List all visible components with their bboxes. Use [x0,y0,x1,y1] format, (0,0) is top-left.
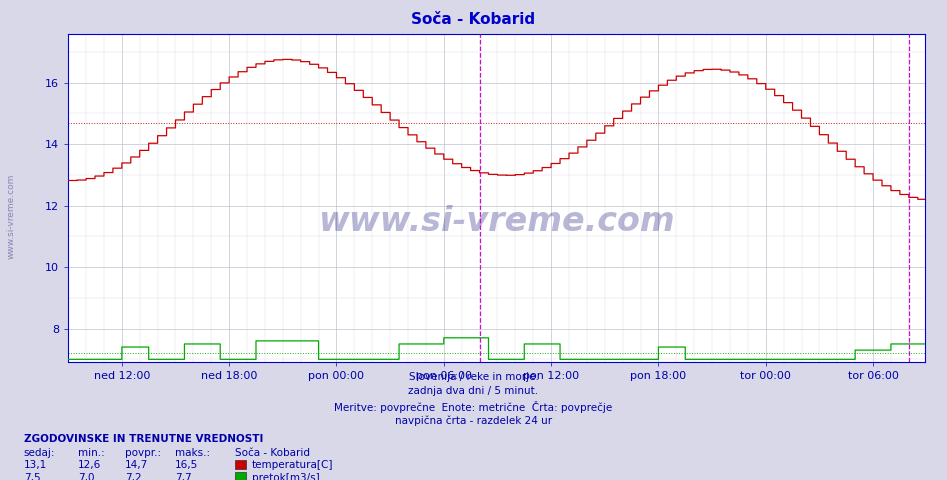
Text: 13,1: 13,1 [24,460,47,470]
Text: 14,7: 14,7 [125,460,149,470]
Text: sedaj:: sedaj: [24,448,55,458]
Text: Soča - Kobarid: Soča - Kobarid [411,12,536,27]
Text: 7,0: 7,0 [78,473,94,480]
Text: zadnja dva dni / 5 minut.: zadnja dva dni / 5 minut. [408,386,539,396]
Text: 7,7: 7,7 [175,473,192,480]
Text: Soča - Kobarid: Soča - Kobarid [235,448,310,458]
Text: temperatura[C]: temperatura[C] [252,460,333,470]
Text: pretok[m3/s]: pretok[m3/s] [252,473,320,480]
Text: 16,5: 16,5 [175,460,199,470]
Text: navpična črta - razdelek 24 ur: navpična črta - razdelek 24 ur [395,415,552,426]
Text: Slovenija / reke in morje.: Slovenija / reke in morje. [408,372,539,382]
Text: 7,5: 7,5 [24,473,41,480]
Text: www.si-vreme.com: www.si-vreme.com [7,173,16,259]
Text: povpr.:: povpr.: [125,448,161,458]
Text: ZGODOVINSKE IN TRENUTNE VREDNOSTI: ZGODOVINSKE IN TRENUTNE VREDNOSTI [24,434,263,444]
Text: 7,2: 7,2 [125,473,142,480]
Text: 12,6: 12,6 [78,460,101,470]
Text: Meritve: povprečne  Enote: metrične  Črta: povprečje: Meritve: povprečne Enote: metrične Črta:… [334,401,613,413]
Text: maks.:: maks.: [175,448,210,458]
Text: min.:: min.: [78,448,104,458]
Text: www.si-vreme.com: www.si-vreme.com [318,204,675,238]
